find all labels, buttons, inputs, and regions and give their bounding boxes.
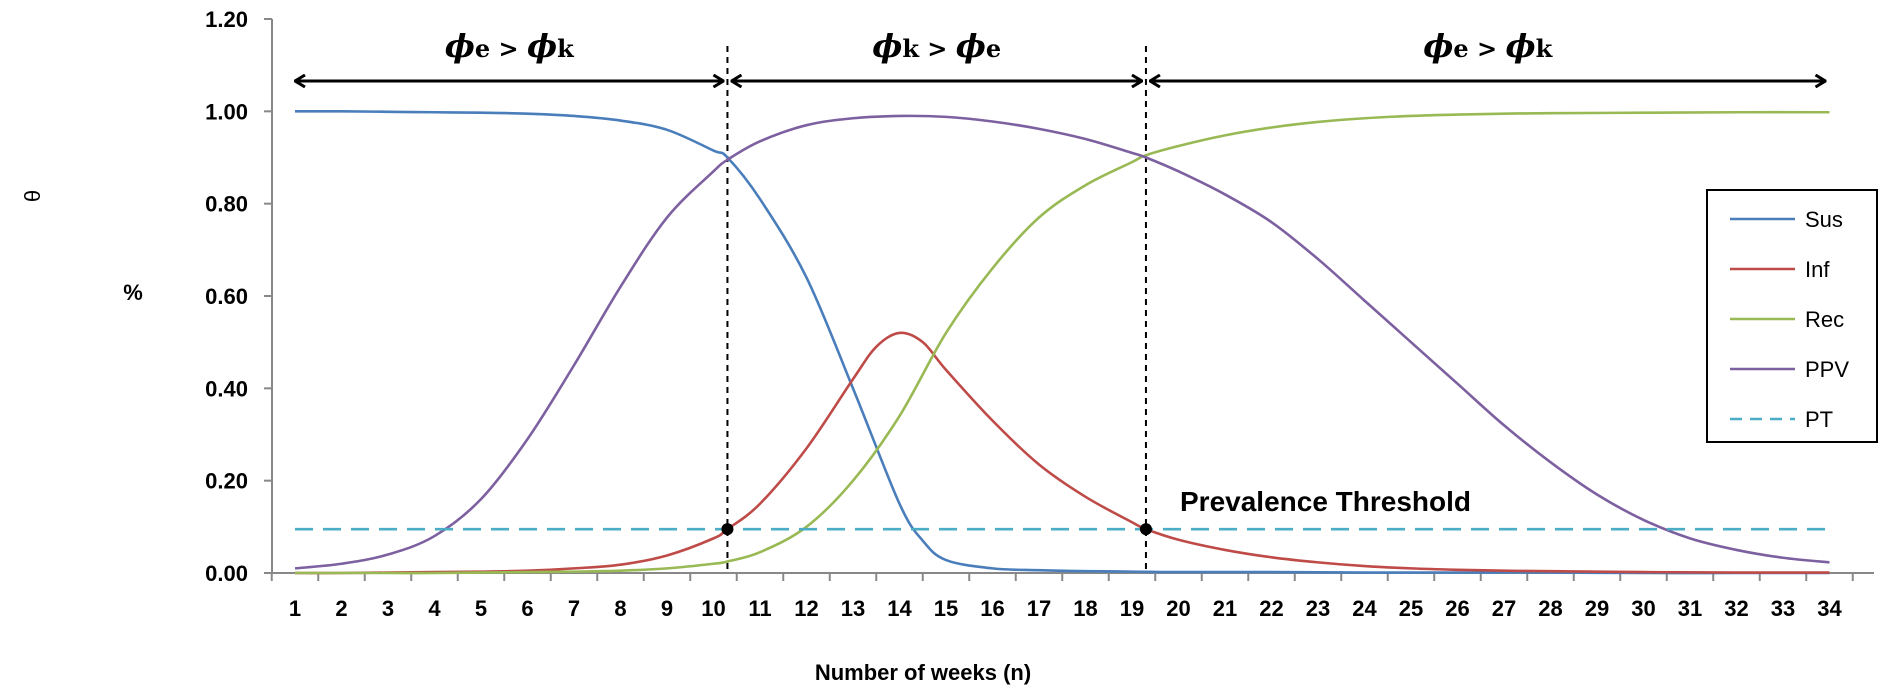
x-tick-label: 29 bbox=[1585, 596, 1609, 621]
legend-label-pt: PT bbox=[1805, 407, 1833, 432]
x-tick-label: 13 bbox=[841, 596, 865, 621]
phase-label-part: > bbox=[1469, 34, 1506, 63]
phase-label-part: ϕ bbox=[1423, 27, 1453, 65]
phase-label-part: k bbox=[557, 34, 575, 63]
y-tick-labels: 0.00 0.20 0.40 0.60 0.80 1.00 1.20 bbox=[205, 7, 248, 586]
x-tick-label: 7 bbox=[568, 596, 580, 621]
phase-label-part: > bbox=[919, 34, 956, 63]
x-tick-label: 9 bbox=[661, 596, 673, 621]
x-tick-label: 20 bbox=[1166, 596, 1190, 621]
x-tick-label: 30 bbox=[1631, 596, 1655, 621]
prevalence-threshold-label: Prevalence Threshold bbox=[1180, 486, 1471, 517]
intersection-points bbox=[721, 523, 1152, 536]
legend-label-ppv: PPV bbox=[1805, 357, 1849, 382]
y-tick-label: 0.80 bbox=[205, 192, 248, 217]
legend-box bbox=[1706, 189, 1878, 443]
phase-label-part: ϕ bbox=[1505, 27, 1535, 65]
phase-annotations: ϕe > ϕk ϕk > ϕe ϕe > ϕk bbox=[295, 27, 1826, 81]
x-tick-label: 12 bbox=[794, 596, 818, 621]
y-tick-label: 1.20 bbox=[205, 7, 248, 32]
x-tick-label: 4 bbox=[428, 596, 441, 621]
x-tick-label: 17 bbox=[1027, 596, 1051, 621]
phase-label-part: ϕ bbox=[872, 27, 902, 65]
intersection-point bbox=[1139, 523, 1152, 536]
x-tick-label: 23 bbox=[1306, 596, 1330, 621]
y-tick-label: 0.40 bbox=[205, 376, 248, 401]
x-tick-label: 8 bbox=[614, 596, 626, 621]
phase-label: ϕk > ϕe bbox=[872, 27, 1001, 65]
x-tick-label: 31 bbox=[1678, 596, 1702, 621]
x-tick-label: 21 bbox=[1213, 596, 1237, 621]
x-tick-label: 34 bbox=[1817, 596, 1842, 621]
y-axis-label: % bbox=[123, 280, 143, 305]
phase-label-part: k bbox=[1536, 34, 1554, 63]
x-tick-label: 33 bbox=[1771, 596, 1795, 621]
phase-label-part: e bbox=[1453, 34, 1468, 63]
x-tick-labels: 1 2 3 4 5 6 7 8 9 10 11 12 13 14 15 16 17 18 19 20 21 22 23 24 2… bbox=[289, 596, 1843, 621]
x-tick-label: 32 bbox=[1724, 596, 1748, 621]
x-tick-label: 15 bbox=[934, 596, 958, 621]
x-tick-label: 27 bbox=[1492, 596, 1516, 621]
phase-label-part: ϕ bbox=[527, 27, 557, 65]
side-glyph: θ bbox=[19, 190, 44, 202]
x-tick-label: 28 bbox=[1538, 596, 1562, 621]
series-lines bbox=[294, 109, 1830, 575]
x-tick-label: 22 bbox=[1259, 596, 1283, 621]
x-tick-label: 10 bbox=[701, 596, 725, 621]
x-tick-label: 1 bbox=[289, 596, 301, 621]
axes bbox=[264, 18, 1874, 581]
x-tick-label: 14 bbox=[887, 596, 912, 621]
x-tick-label: 16 bbox=[980, 596, 1004, 621]
x-tick-label: 5 bbox=[475, 596, 487, 621]
phase-label-part: ϕ bbox=[445, 27, 475, 65]
legend: Sus Inf Rec PPV PT bbox=[1706, 189, 1878, 443]
intersection-point bbox=[721, 523, 734, 536]
legend-label-sus: Sus bbox=[1805, 207, 1843, 232]
x-tick-label: 18 bbox=[1073, 596, 1097, 621]
phase-label-part: ϕ bbox=[956, 27, 986, 65]
series-line-sus bbox=[294, 109, 1830, 575]
y-tick-label: 0.00 bbox=[205, 561, 248, 586]
phase-label: ϕe > ϕk bbox=[1423, 27, 1553, 65]
x-tick-label: 3 bbox=[382, 596, 394, 621]
series-line-ppv bbox=[294, 114, 1830, 570]
x-tick-label: 19 bbox=[1120, 596, 1144, 621]
phase-label-part: k bbox=[902, 34, 920, 63]
x-tick-label: 25 bbox=[1399, 596, 1423, 621]
series-line-inf bbox=[294, 331, 1830, 575]
x-tick-label: 24 bbox=[1352, 596, 1377, 621]
x-tick-label: 26 bbox=[1445, 596, 1469, 621]
legend-label-inf: Inf bbox=[1805, 257, 1830, 282]
x-tick-label: 11 bbox=[748, 596, 771, 621]
legend-label-rec: Rec bbox=[1805, 307, 1844, 332]
y-tick-label: 1.00 bbox=[205, 99, 248, 124]
x-axis-label: Number of weeks (n) bbox=[815, 660, 1031, 685]
phase-label: ϕe > ϕk bbox=[445, 27, 575, 65]
x-tick-label: 2 bbox=[335, 596, 347, 621]
phase-label-part: > bbox=[490, 34, 527, 63]
phase-label-part: e bbox=[986, 34, 1001, 63]
phase-label-part: e bbox=[475, 34, 490, 63]
x-tick-label: 6 bbox=[521, 596, 533, 621]
y-tick-label: 0.60 bbox=[205, 284, 248, 309]
y-tick-label: 0.20 bbox=[205, 469, 248, 494]
series-line-rec bbox=[294, 110, 1830, 575]
